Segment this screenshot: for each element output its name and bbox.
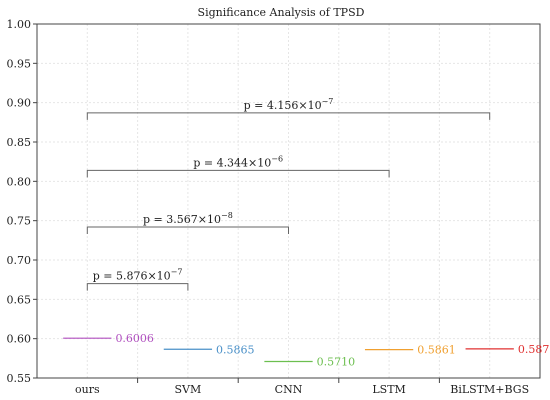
significance-label: p = 4.344×10−6: [193, 154, 283, 169]
plot-frame: [36, 23, 541, 379]
grid-layer: [37, 23, 540, 379]
significance-label: p = 4.156×10−7: [244, 97, 334, 112]
p-value-mantissa: p = 4.156×10: [244, 99, 322, 112]
y-tick-label: 0.80: [7, 175, 32, 188]
axis-layer: 0.55 0.60 0.65 0.70 0.75 0.80 0.85 0.90 0.95 1.00…: [7, 18, 541, 396]
y-tick-label: 0.70: [7, 254, 32, 267]
y-tick-label: 0.85: [7, 136, 32, 149]
y-tick-label: 0.90: [7, 97, 32, 110]
x-tick-label: LSTM: [372, 383, 405, 396]
value-label: 0.5861: [417, 344, 456, 357]
p-value-exponent: −6: [271, 154, 283, 163]
y-tick-label: 1.00: [7, 18, 32, 31]
x-tick-label: CNN: [275, 383, 303, 396]
significance-bracket: [86, 226, 289, 234]
value-label: 0.5870: [518, 343, 550, 356]
y-tick-label: 0.65: [7, 293, 32, 306]
significance-label: p = 5.876×10−7: [93, 268, 183, 283]
p-value-exponent: −7: [322, 97, 334, 106]
p-value-exponent: −7: [171, 268, 183, 277]
chart-title: Significance Analysis of TPSD: [198, 6, 365, 19]
significance-bracket: [86, 169, 390, 178]
value-label: 0.5865: [216, 343, 255, 356]
p-value-mantissa: p = 4.344×10: [193, 156, 271, 169]
x-tick-label: ours: [75, 383, 100, 396]
x-tick-label: SVM: [175, 383, 202, 396]
y-tick-label: 0.55: [7, 372, 32, 385]
significance-layer: p = 5.876×10−7p = 3.567×10−8p = 4.344×10…: [86, 97, 491, 291]
significance-bracket: [86, 283, 189, 291]
value-label: 0.6006: [115, 332, 154, 345]
y-tick-label: 0.95: [7, 57, 32, 70]
value-label: 0.5710: [317, 355, 356, 368]
significance-bracket: [86, 112, 491, 120]
p-value-mantissa: p = 3.567×10: [143, 213, 221, 226]
p-value-mantissa: p = 5.876×10: [93, 270, 171, 283]
y-tick-label: 0.75: [7, 215, 32, 228]
p-value-exponent: −8: [221, 211, 233, 220]
x-tick-label: BiLSTM+BGS: [450, 383, 529, 396]
mark-layer: 0.6006 0.5865 0.5710 0.5861 0.5870: [63, 332, 550, 368]
significance-label: p = 3.567×10−8: [143, 211, 233, 226]
y-tick-label: 0.60: [7, 333, 32, 346]
